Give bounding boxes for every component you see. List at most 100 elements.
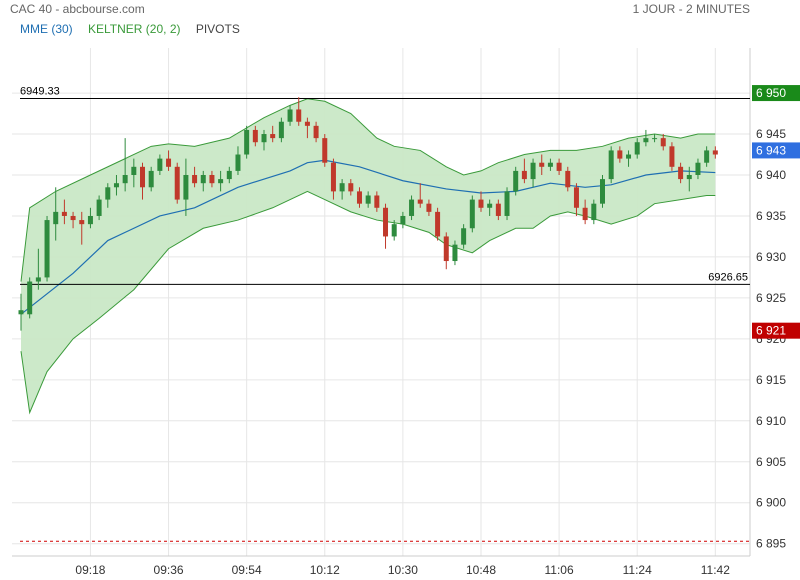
candle-body xyxy=(704,150,710,163)
candle-body xyxy=(617,150,623,159)
candle-body xyxy=(365,195,371,204)
ema-series xyxy=(20,159,716,315)
candle-body xyxy=(278,121,284,139)
candle-body xyxy=(27,281,33,315)
candle-body xyxy=(61,211,67,216)
x-axis: 09:18 09:36 09:54 10:12 10:30 10:48 11:06 11:24… xyxy=(75,563,730,577)
candle-body xyxy=(435,211,441,237)
candle-body xyxy=(96,199,102,216)
candle-body xyxy=(304,121,310,126)
candle-body xyxy=(148,170,154,188)
candle-body xyxy=(495,203,501,216)
candle-body xyxy=(70,215,76,221)
candle-body xyxy=(565,170,571,188)
candle-body xyxy=(131,166,137,175)
candle-body xyxy=(409,199,415,216)
candle-body xyxy=(504,191,510,216)
candle-body xyxy=(469,199,475,229)
candle-body xyxy=(695,162,701,175)
candle-body xyxy=(166,158,172,167)
x-tick-label: 09:18 xyxy=(75,563,105,577)
candle-body xyxy=(183,175,189,200)
candle-body xyxy=(44,220,50,278)
y-tick-label: 6 905 xyxy=(756,455,786,469)
candle-body xyxy=(678,166,684,180)
y-tick-label: 6 900 xyxy=(756,496,786,510)
candle-body xyxy=(157,158,163,171)
candle-body xyxy=(330,162,336,192)
candle-body xyxy=(539,162,545,167)
candle-body xyxy=(252,129,258,143)
candle-body xyxy=(660,138,666,147)
candle-body xyxy=(426,203,432,212)
pivot-lines: 6949.33 6926.65 xyxy=(20,86,750,542)
x-tick-label: 11:24 xyxy=(623,563,652,577)
candle-body xyxy=(487,203,493,208)
y-tick-label: 6 935 xyxy=(756,209,786,223)
candle-body xyxy=(113,183,119,188)
last-price-label-box xyxy=(752,142,800,159)
candle-body xyxy=(634,142,640,155)
candle-body xyxy=(226,170,232,180)
candle-body xyxy=(356,191,362,204)
high-price-label: 6 950 xyxy=(756,86,786,100)
x-tick-label: 10:12 xyxy=(310,563,340,577)
candle-body xyxy=(547,162,553,167)
indicator-legend: MME (30) KELTNER (20, 2) PIVOTS xyxy=(20,22,252,36)
candle-body xyxy=(18,310,24,315)
x-tick-label: 09:54 xyxy=(232,563,262,577)
candle-body xyxy=(591,203,597,221)
candle-body xyxy=(686,175,692,180)
candle-body xyxy=(235,154,241,171)
candle-body xyxy=(287,109,293,122)
price-labels: 6 950 6 943 6 921 xyxy=(752,85,800,339)
legend-ema[interactable]: MME (30) xyxy=(20,22,73,36)
y-tick-label: 6 895 xyxy=(756,537,786,551)
candle-body xyxy=(417,199,423,204)
candle-body xyxy=(391,224,397,237)
x-tick-label: 10:48 xyxy=(466,563,496,577)
candle-body xyxy=(521,170,527,180)
legend-keltner[interactable]: KELTNER (20, 2) xyxy=(88,22,181,36)
candle-body xyxy=(296,109,302,122)
candle-body xyxy=(122,175,128,184)
candle-body xyxy=(209,175,215,184)
keltner-lower-line xyxy=(20,190,716,415)
high-price-label-box xyxy=(752,85,800,102)
candle-body xyxy=(599,179,605,204)
low-price-label: 6 921 xyxy=(756,324,786,338)
x-tick-label: 11:42 xyxy=(701,563,730,577)
candle-body xyxy=(218,179,224,184)
chart-title: CAC 40 - abcbourse.com xyxy=(10,2,145,16)
candle-body xyxy=(573,187,579,208)
candle-body xyxy=(105,187,111,200)
candle-body xyxy=(400,215,406,225)
candle-body xyxy=(513,170,519,192)
candle-body xyxy=(79,220,85,225)
y-tick-label: 6 940 xyxy=(756,168,786,182)
y-tick-label: 6 930 xyxy=(756,250,786,264)
candle-body xyxy=(270,134,276,139)
candle-body xyxy=(669,146,675,167)
last-price-label: 6 943 xyxy=(756,143,786,157)
legend-pivots[interactable]: PIVOTS xyxy=(195,22,240,36)
candle-body xyxy=(313,125,319,139)
candle-body xyxy=(461,228,467,245)
candle-body xyxy=(35,277,41,282)
candle-body xyxy=(200,175,206,184)
candle-body xyxy=(53,211,59,225)
candle-body xyxy=(140,166,146,188)
candle-body xyxy=(712,150,718,155)
candle-body xyxy=(174,166,180,200)
low-price-label-box xyxy=(752,322,800,339)
candle-body xyxy=(530,162,536,180)
chart-interval[interactable]: 1 JOUR - 2 MINUTES xyxy=(632,2,750,16)
candle-body xyxy=(348,183,354,192)
candle-body xyxy=(626,154,632,159)
pivot-label: 6949.33 xyxy=(20,86,60,98)
pivot-label: 6926.65 xyxy=(708,271,748,283)
y-tick-label: 6 915 xyxy=(756,373,786,387)
x-tick-label: 11:06 xyxy=(545,563,574,577)
